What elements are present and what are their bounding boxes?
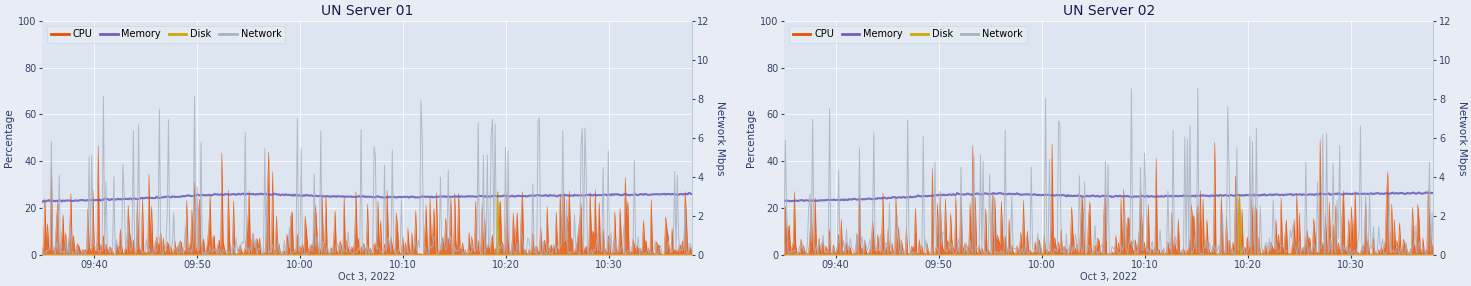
- Legend: CPU, Memory, Disk, Network: CPU, Memory, Disk, Network: [788, 25, 1027, 43]
- X-axis label: Oct 3, 2022: Oct 3, 2022: [1080, 272, 1137, 282]
- Y-axis label: Percentage: Percentage: [4, 108, 15, 167]
- X-axis label: Oct 3, 2022: Oct 3, 2022: [338, 272, 396, 282]
- Y-axis label: Percentage: Percentage: [746, 108, 756, 167]
- Legend: CPU, Memory, Disk, Network: CPU, Memory, Disk, Network: [47, 25, 285, 43]
- Y-axis label: Network Mbps: Network Mbps: [1456, 101, 1467, 175]
- Title: UN Server 02: UN Server 02: [1062, 4, 1155, 18]
- Y-axis label: Network Mbps: Network Mbps: [715, 101, 725, 175]
- Title: UN Server 01: UN Server 01: [321, 4, 413, 18]
